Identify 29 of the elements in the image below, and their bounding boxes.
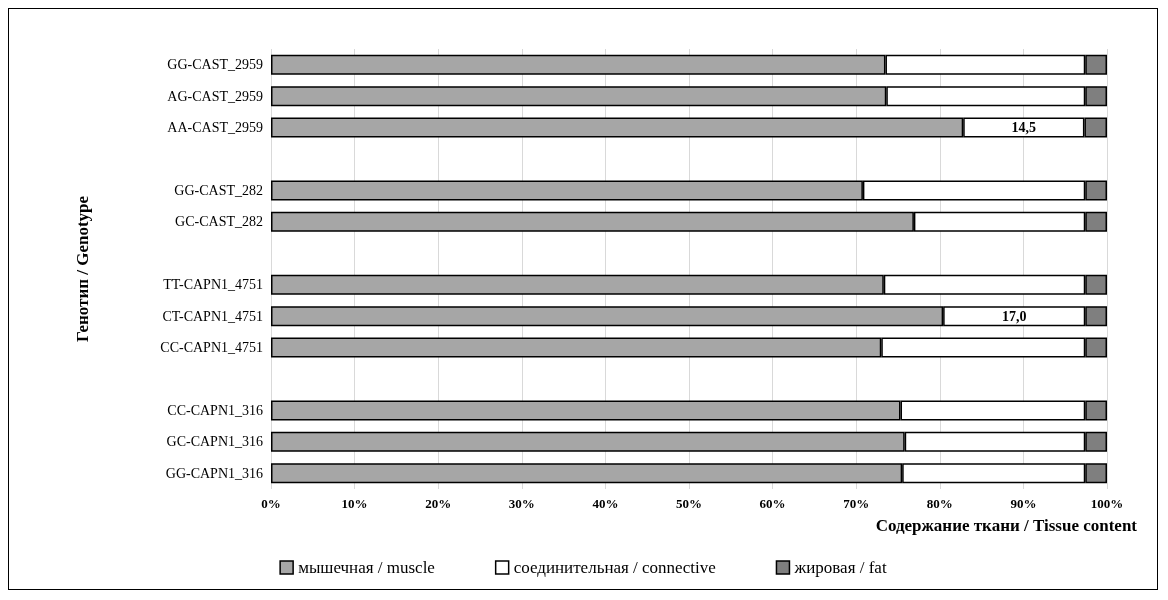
- x-axis-title: Содержание ткани / Tissue content: [875, 516, 1138, 535]
- legend-label: соединительная / connective: [513, 558, 716, 577]
- y-tick-label: GG-CAST_282: [174, 182, 263, 198]
- y-tick-label: CC-CAPN1_316: [167, 402, 263, 418]
- data-label: 14,5: [1011, 120, 1037, 136]
- y-tick-label: AA-CAST_2959: [167, 120, 263, 136]
- y-tick-label: AG-CAST_2959: [167, 88, 263, 104]
- y-tick-label: GC-CAST_282: [175, 214, 263, 230]
- legend-label: жировая / fat: [793, 558, 887, 577]
- y-tick-label: GG-CAST_2959: [167, 57, 263, 73]
- x-tick-label: 30%: [508, 496, 535, 511]
- y-tick-label: GG-CAPN1_316: [165, 465, 263, 481]
- x-tick-label: 40%: [592, 496, 619, 511]
- x-tick-label: 0%: [261, 496, 281, 511]
- x-tick-label: 20%: [425, 496, 452, 511]
- x-tick-label: 100%: [1090, 496, 1124, 511]
- y-tick-label: CC-CAPN1_4751: [160, 340, 263, 356]
- x-tick-label: 10%: [341, 496, 368, 511]
- y-tick-label: GC-CAPN1_316: [166, 434, 263, 450]
- y-axis-title: Генотип / Genotype: [73, 195, 92, 343]
- x-tick-label: 50%: [676, 496, 702, 511]
- legend-label: мышечная / muscle: [298, 558, 435, 577]
- data-label: 17,0: [1001, 308, 1027, 324]
- x-tick-label: 60%: [759, 496, 786, 511]
- y-tick-label: TT-CAPN1_4751: [163, 277, 263, 293]
- y-tick-label: CT-CAPN1_4751: [162, 308, 263, 324]
- x-tick-label: 70%: [843, 496, 870, 511]
- x-tick-label: 90%: [1010, 496, 1037, 511]
- x-tick-label: 80%: [926, 496, 953, 511]
